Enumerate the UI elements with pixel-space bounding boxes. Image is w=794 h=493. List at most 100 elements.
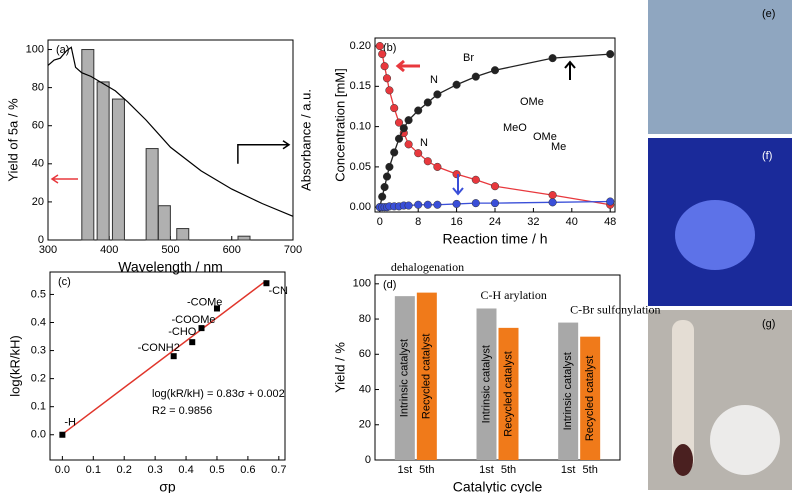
x-tick-label: 0.2 <box>117 464 132 476</box>
bar-series-label: Recycled catalyst <box>584 356 596 442</box>
y-axis-label: Concentration [mM] <box>332 68 347 181</box>
x-axis-label: σp <box>159 479 176 493</box>
x-tick-label: 600 <box>223 244 241 256</box>
tube <box>672 320 694 470</box>
bar <box>416 292 437 460</box>
point <box>423 200 432 209</box>
point <box>170 353 177 360</box>
arrow <box>452 174 464 196</box>
point <box>404 116 413 125</box>
structure-label: Br <box>463 52 474 64</box>
y-tick-label: 20 <box>359 419 371 431</box>
point <box>433 162 442 171</box>
x-tick-label: 5th <box>419 464 434 476</box>
point <box>471 199 480 208</box>
photo-label: (g) <box>762 318 775 330</box>
arrow <box>564 60 576 80</box>
fit-equation: R2 = 0.9856 <box>152 405 212 417</box>
point <box>399 124 408 133</box>
y-tick-label: 80 <box>359 313 371 325</box>
bar <box>558 322 579 460</box>
y-tick-label: 60 <box>359 348 371 360</box>
bar <box>498 327 519 460</box>
x-tick-label: 0.5 <box>209 464 224 476</box>
panel-label: (a) <box>56 44 69 56</box>
point <box>548 54 557 63</box>
point <box>385 86 394 95</box>
bar-series-label: Intrinsic catalyst <box>480 345 492 423</box>
bar-series-label: Recycled catalyst <box>502 351 514 437</box>
point <box>404 140 413 149</box>
y-tick-label: 0.2 <box>31 373 46 385</box>
group-label: C-Br sulfonylation <box>570 302 660 316</box>
y-tick-label: 40 <box>32 158 44 170</box>
bar <box>580 336 601 460</box>
y-tick-label: 0 <box>365 454 371 466</box>
photo-label: (f) <box>762 150 772 162</box>
point <box>433 200 442 209</box>
point-label: -COOMe <box>172 314 216 326</box>
point <box>606 50 615 59</box>
panel-label: (b) <box>383 42 396 54</box>
bar <box>476 308 497 460</box>
y-tick-label: 60 <box>32 120 44 132</box>
x-tick-label: 1st <box>397 464 412 476</box>
point <box>404 201 413 210</box>
flask-glow <box>675 200 755 270</box>
y-tick-label: 100 <box>26 43 44 55</box>
point <box>490 199 500 208</box>
point <box>189 339 196 346</box>
point <box>433 90 442 99</box>
point <box>490 66 500 75</box>
point <box>452 170 461 179</box>
photo-e <box>648 0 792 134</box>
y-tick-label: 0 <box>38 234 44 246</box>
point <box>394 134 404 143</box>
plot-frame <box>49 271 286 461</box>
point <box>380 62 389 71</box>
point <box>390 104 399 113</box>
point-label: -CHO <box>168 326 197 338</box>
structure-label: Me <box>551 141 566 153</box>
point <box>548 198 557 207</box>
x-tick-label: 0.7 <box>271 464 286 476</box>
point <box>606 197 615 206</box>
point-label: -CN <box>268 285 288 297</box>
absorbance-line <box>47 46 294 217</box>
y-tick-label: 0.3 <box>31 344 46 356</box>
point <box>471 72 480 81</box>
y-tick-label: 0.15 <box>350 80 371 92</box>
point-label: -CONH2 <box>138 342 180 354</box>
x-tick-label: 0.4 <box>178 464 193 476</box>
x-axis-label: Catalytic cycle <box>453 479 543 493</box>
y-tick-label: 0.5 <box>31 288 46 300</box>
bar-series-label: Recycled catalyst <box>421 334 433 420</box>
bar <box>81 49 95 241</box>
point <box>263 280 270 287</box>
tube-solid <box>673 444 693 476</box>
bar-series-label: Intrinsic catalyst <box>562 352 574 430</box>
x-tick-label: 24 <box>489 216 501 228</box>
point <box>382 74 392 83</box>
x-tick-label: 0 <box>377 216 383 228</box>
plot-frame <box>374 274 621 461</box>
x-tick-label: 700 <box>284 244 302 256</box>
x-axis-label: Reaction time / h <box>442 231 547 247</box>
y-tick-label: 0.10 <box>350 121 371 133</box>
point <box>390 148 399 157</box>
bar <box>157 205 171 241</box>
y-tick-label: 0.00 <box>350 201 371 213</box>
x-tick-label: 5th <box>501 464 516 476</box>
bar <box>145 148 159 241</box>
x-tick-label: 48 <box>604 216 616 228</box>
point <box>423 98 432 107</box>
y2-axis-label: Absorbance / a.u. <box>298 89 313 191</box>
bar-series-label: Intrinsic catalyst <box>399 339 411 417</box>
panel-label: (d) <box>383 279 396 291</box>
x-tick-label: 300 <box>39 244 57 256</box>
arrow <box>50 174 78 184</box>
point <box>548 191 557 200</box>
x-tick-label: 0.0 <box>55 464 70 476</box>
flask <box>710 405 780 475</box>
structure-label: OMe <box>520 96 544 108</box>
